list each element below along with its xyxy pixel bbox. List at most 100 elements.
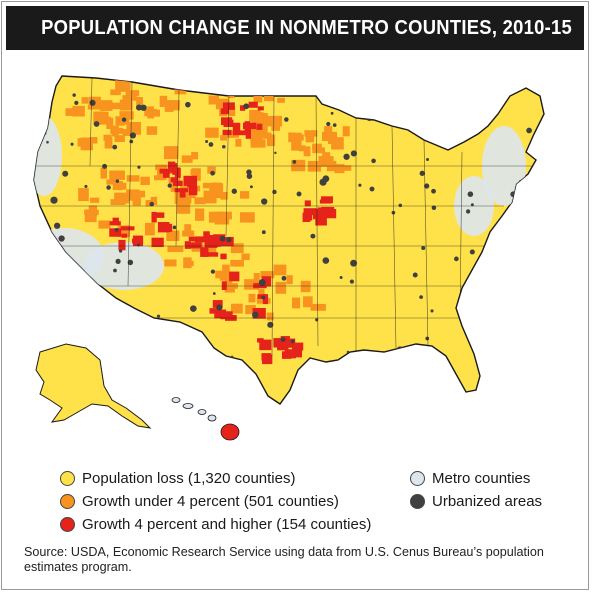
- growth-high-county: [222, 239, 229, 245]
- growth-low-county: [310, 303, 326, 311]
- growth-low-county: [298, 145, 306, 152]
- urbanized-area: [46, 140, 49, 144]
- growth-high-county: [109, 228, 122, 237]
- growth-low-county: [244, 279, 260, 290]
- urbanized-area: [56, 318, 62, 324]
- urbanized-area: [350, 259, 357, 267]
- growth-low-county: [115, 79, 131, 92]
- urbanized-area: [517, 199, 521, 203]
- growth-high-county: [242, 122, 257, 130]
- urbanized-area: [102, 163, 108, 169]
- urbanized-area: [226, 237, 232, 243]
- growth-high-county: [121, 233, 128, 238]
- urbanized-area: [243, 103, 250, 110]
- growth-high-county: [189, 242, 202, 249]
- growth-high-county: [220, 253, 227, 260]
- urbanized-area: [129, 139, 134, 144]
- growth-low-county: [110, 127, 124, 134]
- growth-high-county: [257, 294, 266, 299]
- us-county-map: [33, 75, 545, 441]
- legend: Population loss (1,320 counties) Growth …: [0, 466, 592, 538]
- growth-low-county: [207, 166, 216, 174]
- growth-low-county: [292, 297, 301, 309]
- growth-high-county: [151, 211, 157, 223]
- growth-low-county: [170, 181, 178, 192]
- growth-high-county: [118, 239, 126, 251]
- growth-high-county: [257, 106, 264, 111]
- legend-label: Population loss (1,320 counties): [82, 470, 296, 487]
- urbanized-area: [324, 361, 330, 367]
- urbanized-area: [453, 256, 459, 262]
- urbanized-area: [401, 365, 407, 371]
- growth-low-county: [291, 138, 302, 151]
- urbanized-area: [371, 158, 376, 164]
- growth-high-county: [167, 161, 176, 172]
- urbanized-area: [115, 179, 120, 183]
- growth-low-county: [256, 112, 264, 125]
- urbanized-area: [310, 233, 316, 239]
- growth-low-county: [312, 147, 326, 154]
- urbanized-area: [70, 293, 74, 297]
- growth-low-county: [266, 312, 274, 321]
- growth-low-county: [167, 246, 184, 253]
- growth-low-county: [126, 121, 142, 135]
- growth-low-county: [225, 275, 233, 284]
- urbanized-area: [137, 165, 141, 169]
- growth-low-county: [220, 135, 228, 141]
- legend-swatch-red: [60, 517, 75, 532]
- urbanized-area: [412, 272, 418, 278]
- growth-low-county: [230, 259, 244, 267]
- urbanized-area: [274, 151, 277, 155]
- urbanized-area: [469, 249, 475, 255]
- urbanized-area: [296, 191, 302, 197]
- urbanized-area: [369, 186, 375, 192]
- urbanized-area: [121, 117, 127, 122]
- growth-low-county: [93, 111, 105, 125]
- urbanized-area: [205, 139, 209, 143]
- growth-low-county: [305, 136, 315, 143]
- urbanized-area: [396, 346, 404, 353]
- growth-high-county: [239, 105, 246, 111]
- growth-high-county: [189, 179, 196, 189]
- growth-low-county: [181, 155, 193, 163]
- urbanized-area: [84, 184, 88, 188]
- growth-low-county: [324, 126, 333, 137]
- growth-high-county: [153, 212, 165, 218]
- growth-low-county: [263, 95, 274, 102]
- urbanized-area: [208, 142, 214, 147]
- urbanized-area: [89, 99, 96, 106]
- legend-swatch-dark-gray: [410, 494, 425, 509]
- growth-low-county: [81, 97, 89, 104]
- growth-high-county: [214, 309, 227, 319]
- urbanized-area: [115, 258, 121, 265]
- growth-low-county: [87, 104, 100, 110]
- urbanized-area: [210, 170, 215, 176]
- urbanized-area: [281, 275, 287, 281]
- urbanized-area: [426, 157, 430, 161]
- urbanized-area: [219, 235, 226, 242]
- growth-low-county: [253, 273, 260, 282]
- urbanized-area: [498, 359, 506, 368]
- urbanized-area: [229, 87, 237, 96]
- urbanized-area: [74, 100, 79, 105]
- growth-low-county: [98, 220, 111, 229]
- urbanized-area: [53, 222, 61, 229]
- growth-high-county: [253, 283, 267, 289]
- growth-high-county: [292, 348, 303, 358]
- urbanized-area: [430, 309, 434, 313]
- growth-low-county: [116, 182, 127, 190]
- growth-low-county: [101, 103, 112, 111]
- growth-low-county: [195, 208, 205, 221]
- growth-low-county: [327, 132, 336, 144]
- growth-low-county: [249, 109, 261, 123]
- growth-low-county: [138, 190, 146, 198]
- growth-low-county: [145, 200, 153, 207]
- growth-low-county: [277, 97, 285, 103]
- growth-high-county: [162, 171, 170, 178]
- growth-low-county: [289, 134, 304, 141]
- growth-low-county: [250, 139, 266, 148]
- legend-swatch-yellow: [60, 471, 75, 486]
- growth-low-county: [106, 117, 114, 130]
- urbanized-area: [118, 249, 123, 253]
- urbanized-area: [365, 113, 374, 122]
